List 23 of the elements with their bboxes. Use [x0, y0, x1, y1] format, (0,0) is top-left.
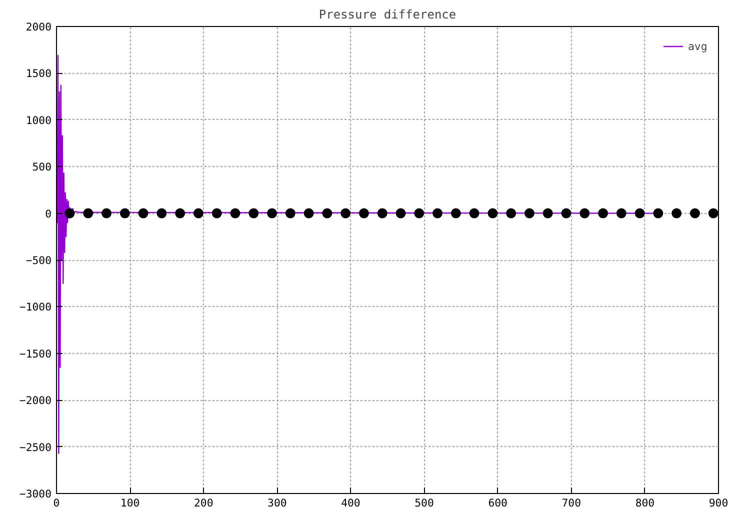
- legend-label: avg: [688, 40, 708, 52]
- x-tick-label: 200: [194, 496, 214, 510]
- y-tick-label: 2000: [26, 20, 52, 34]
- x-tick-label: 100: [120, 496, 140, 510]
- x-tick-label: 400: [341, 496, 360, 510]
- chart-title: Pressure difference: [318, 8, 456, 22]
- y-tick-label: −1000: [19, 300, 52, 314]
- y-tick-label: 1000: [26, 114, 52, 127]
- x-tick-label: 500: [414, 496, 434, 510]
- y-tick-label: −2500: [19, 440, 52, 454]
- y-tick-label: −1500: [19, 347, 52, 360]
- x-tick-label: 900: [708, 496, 728, 510]
- x-tick-label: 800: [635, 496, 655, 510]
- y-tick-label: −3000: [19, 488, 52, 500]
- y-tick-label: 1500: [26, 67, 52, 80]
- y-tick-label: −500: [26, 254, 52, 267]
- y-tick-label: 500: [32, 160, 52, 174]
- y-tick-label: −2000: [19, 394, 52, 408]
- x-tick-label: 600: [488, 496, 508, 510]
- x-tick-label: 0: [53, 496, 60, 510]
- x-tick-label: 300: [268, 496, 287, 510]
- x-tick-label: 700: [562, 496, 582, 510]
- y-tick-label: 0: [45, 207, 52, 220]
